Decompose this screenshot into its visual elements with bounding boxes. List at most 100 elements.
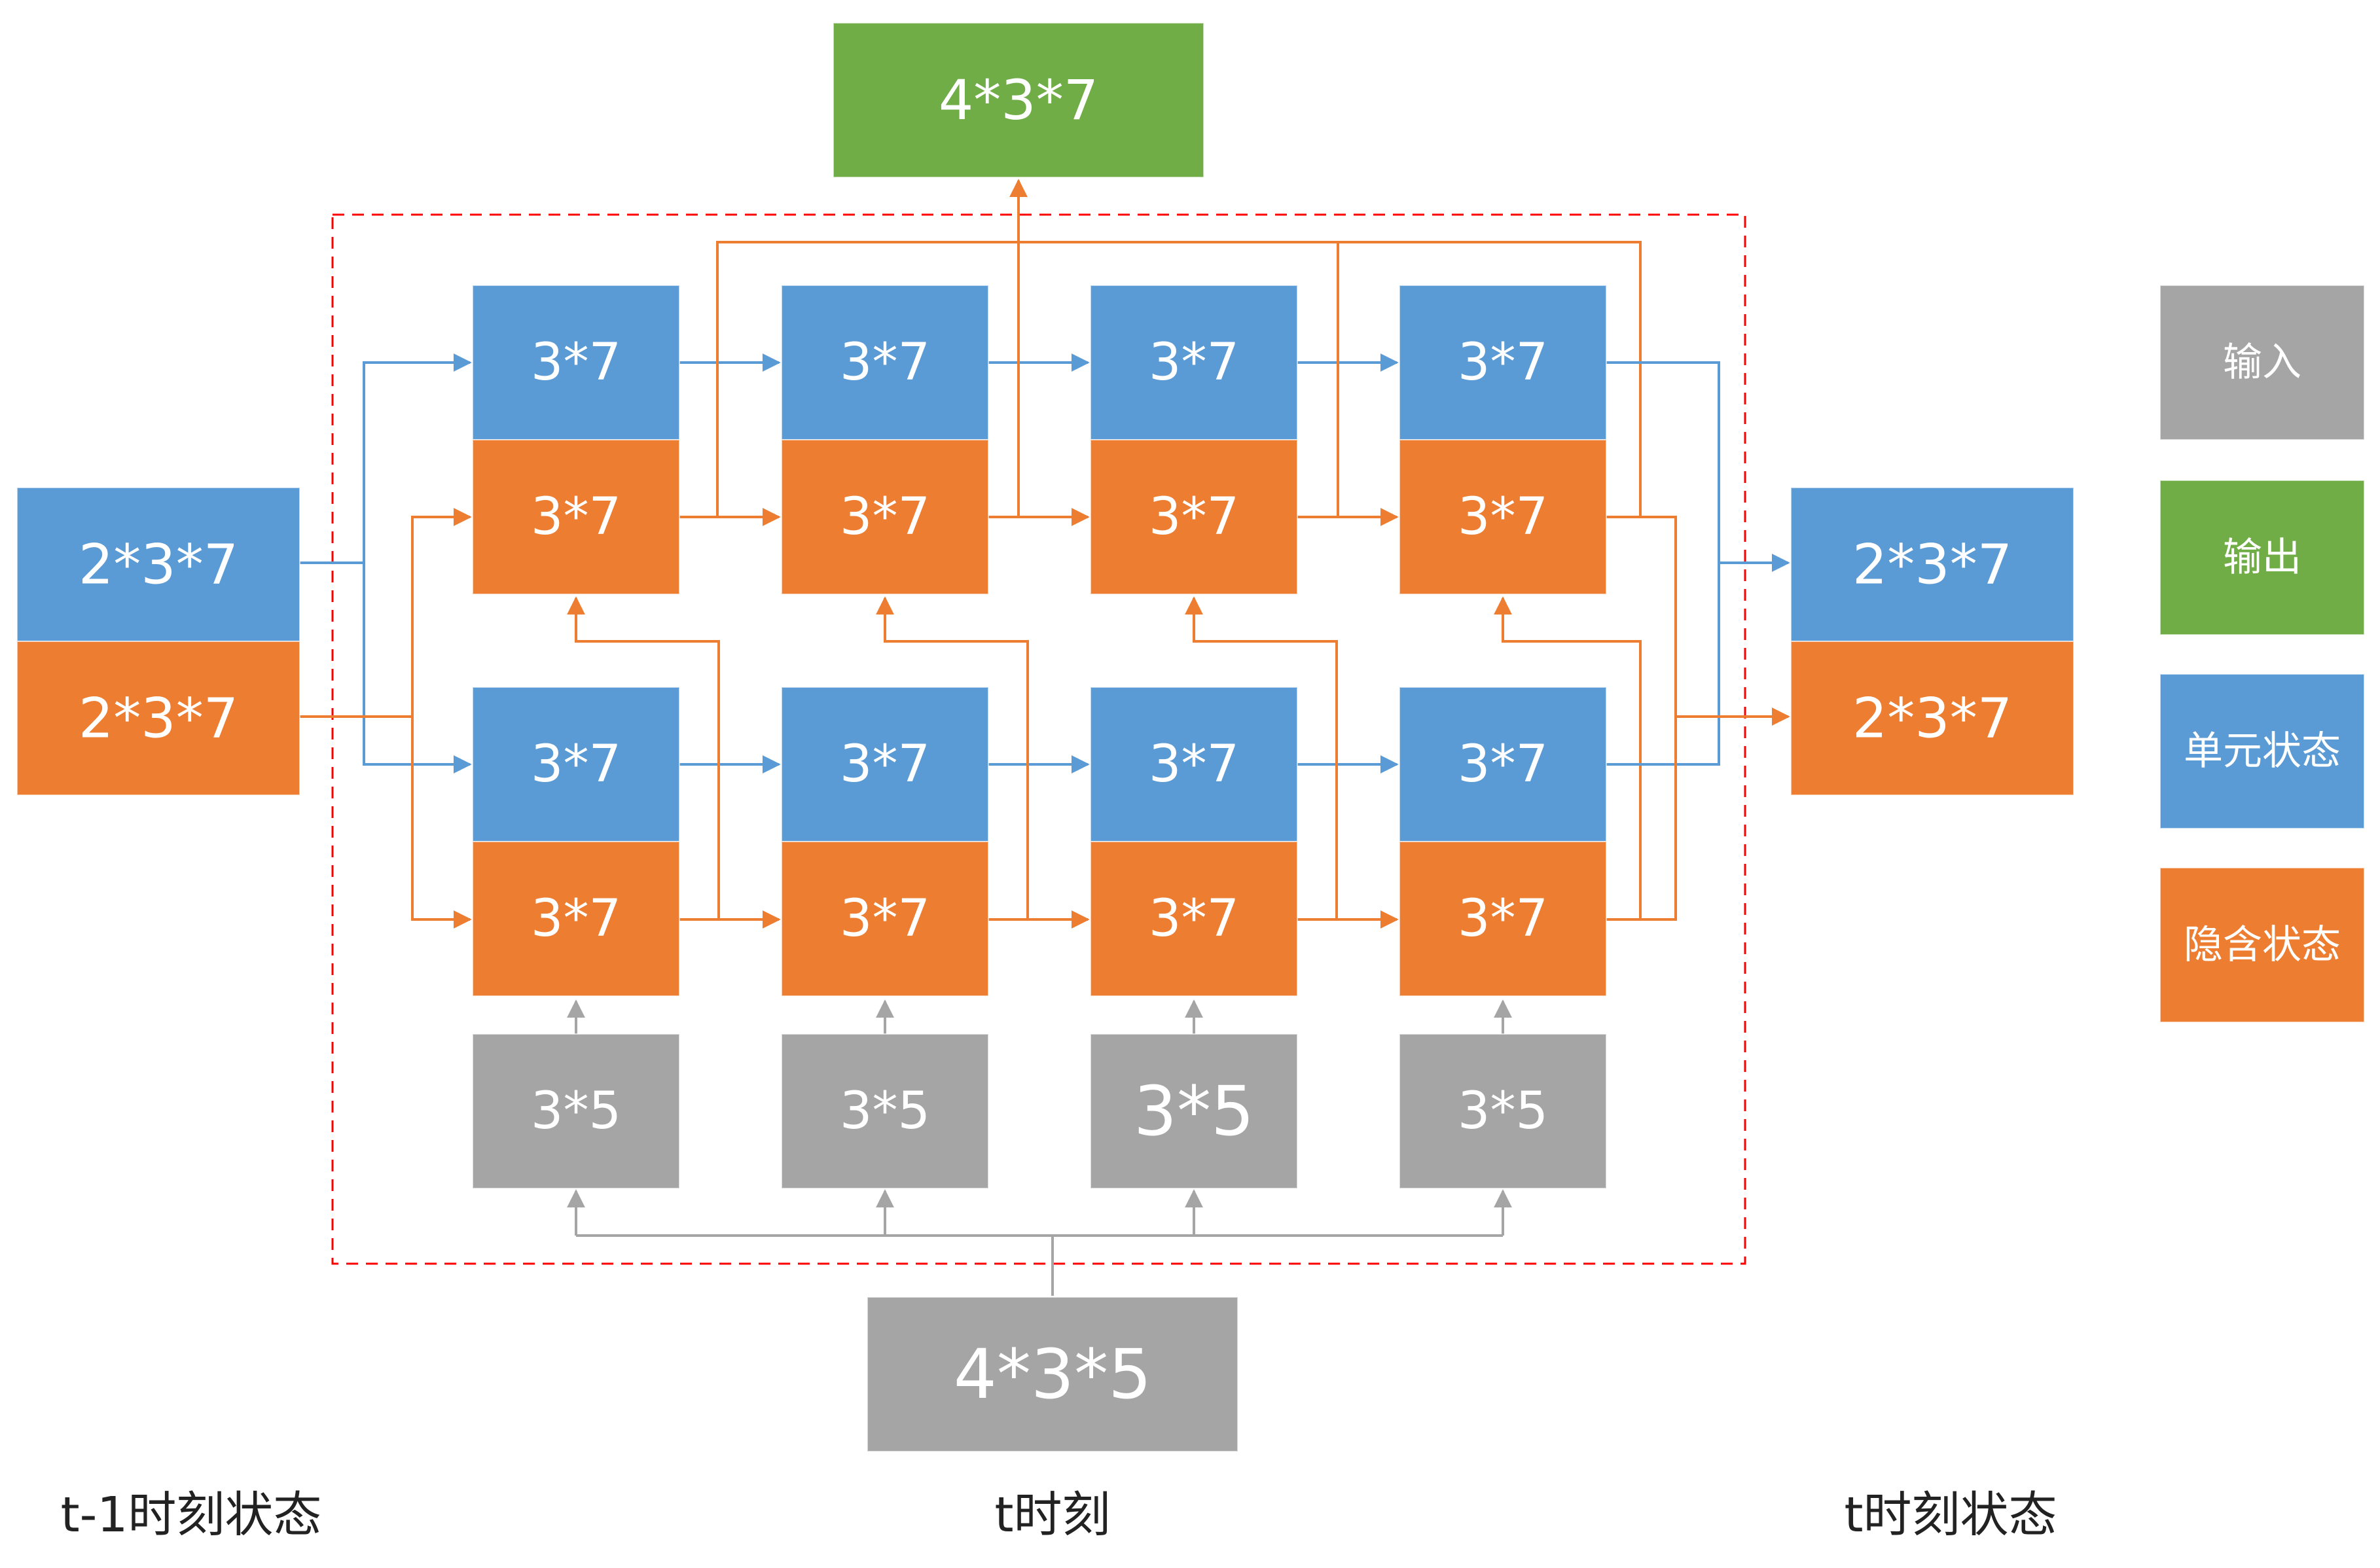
input-slice-1-label: 3*5 [840, 1082, 930, 1141]
l2-cell-0-label: 3*7 [531, 333, 621, 392]
caption-now: t时刻 [994, 1487, 1110, 1543]
l1-to-l2-2 [1185, 596, 1338, 919]
boxes: 4*3*7 4*3*5 2*3*7 2*3*7 2*3*7 2*3*7 3*7 3*7 3*7 3… [16, 22, 2074, 1452]
l1-hidden-1-label: 3*7 [840, 889, 930, 948]
input-slice-0-label: 3*5 [531, 1082, 621, 1141]
prev-hidden-box-rect [16, 641, 300, 796]
l2-hidden-0-rect [472, 439, 680, 595]
next-cell-box-rect [1790, 487, 2074, 642]
l1-hidden-3-rect [1399, 841, 1607, 997]
l1-hidden-2-label: 3*7 [1149, 889, 1239, 948]
input-slice-1-rect [781, 1033, 989, 1189]
prev-hidden-to-l1 [411, 717, 472, 929]
l2-hidden-1-label: 3*7 [840, 488, 930, 546]
legend-input-rect [2159, 285, 2365, 440]
l2-hidden-2-label: 3*7 [1149, 488, 1239, 546]
l1-cell-0-rect [472, 686, 680, 842]
l1-cell-1: 3*7 [781, 686, 989, 842]
l2-cell-1: 3*7 [781, 285, 989, 440]
l1-hidden-1: 3*7 [781, 841, 989, 997]
l2-hidden-0-label: 3*7 [531, 488, 621, 546]
input-slice-2-rect [1090, 1033, 1298, 1189]
legend-hidden-state: 隐含状态 [2159, 867, 2365, 1023]
l1-hidden-3: 3*7 [1399, 841, 1607, 997]
next-cell-box-label: 2*3*7 [1852, 533, 2012, 597]
l2-hidden-3: 3*7 [1399, 439, 1607, 595]
input-slice-0: 3*5 [472, 1033, 680, 1189]
l1-cell-3-rect [1399, 686, 1607, 842]
l1-cell-2-label: 3*7 [1149, 735, 1239, 794]
legend-output-rect [2159, 480, 2365, 635]
l1-cell-3-label: 3*7 [1458, 735, 1548, 794]
l1-cell-0-label: 3*7 [531, 735, 621, 794]
l2-hidden-2-rect [1090, 439, 1298, 595]
prev-cell-box-label: 2*3*7 [79, 533, 238, 597]
l2-hidden-3-rect [1399, 439, 1607, 595]
input-slice-3-rect [1399, 1033, 1607, 1189]
output-box-label: 4*3*7 [939, 68, 1098, 132]
output-box: 4*3*7 [833, 22, 1204, 178]
input-box: 4*3*5 [867, 1296, 1238, 1452]
input-box-rect [867, 1296, 1238, 1452]
legend-cell-state-rect [2159, 673, 2365, 829]
legend-input-label: 输入 [2223, 340, 2301, 385]
output-box-rect [833, 22, 1204, 178]
input-slice-2-label: 3*5 [1134, 1071, 1254, 1151]
legend-input: 输入 [2159, 285, 2365, 440]
l1-cell-3: 3*7 [1399, 686, 1607, 842]
input-slice-0-rect [472, 1033, 680, 1189]
l1-to-l2-0 [567, 596, 720, 919]
l2-cell-0-rect [472, 285, 680, 440]
caption-prev: t-1时刻状态 [61, 1487, 322, 1543]
l2-hidden-2: 3*7 [1090, 439, 1298, 595]
l1-cell-1-rect [781, 686, 989, 842]
l2-cell-3-rect [1399, 285, 1607, 440]
l1-hidden-3-label: 3*7 [1458, 889, 1548, 948]
l1-to-l2-3 [1494, 596, 1642, 919]
l1-hidden-2-rect [1090, 841, 1298, 997]
prev-cell-box: 2*3*7 [16, 487, 300, 642]
input-box-label: 4*3*5 [954, 1334, 1152, 1414]
l2-cell-2-label: 3*7 [1149, 333, 1239, 392]
input-slice-3-label: 3*5 [1458, 1082, 1548, 1141]
l1-to-l2-1 [876, 596, 1029, 919]
input-slice-3: 3*5 [1399, 1033, 1607, 1189]
prev-cell-to-l2 [300, 353, 472, 564]
l2-cell-3: 3*7 [1399, 285, 1607, 440]
connectors [300, 179, 1790, 1296]
l2-cell-3-label: 3*7 [1458, 333, 1548, 392]
l2-cell-to-next [1606, 361, 1790, 572]
caption-next: t时刻状态 [1844, 1487, 2057, 1543]
input-slice-2: 3*5 [1090, 1033, 1298, 1189]
l1-cell-to-next [1606, 563, 1720, 766]
legend-cell-state: 单元状态 [2159, 673, 2365, 829]
legend-output: 输出 [2159, 480, 2365, 635]
prev-cell-to-l1 [363, 563, 472, 774]
l2-cell-2-rect [1090, 285, 1298, 440]
legend-cell-state-label: 单元状态 [2184, 728, 2341, 774]
input-slice-1: 3*5 [781, 1033, 989, 1189]
prev-hidden-to-l2 [300, 508, 472, 718]
l2-hidden-1-rect [781, 439, 989, 595]
legend-hidden-state-rect [2159, 867, 2365, 1023]
prev-hidden-box-label: 2*3*7 [79, 686, 238, 751]
next-hidden-box-rect [1790, 641, 2074, 796]
l2-cell-1-label: 3*7 [840, 333, 930, 392]
l2-hidden-to-next [1606, 516, 1790, 726]
next-cell-box: 2*3*7 [1790, 487, 2074, 642]
cell-frame [331, 213, 1746, 1265]
l2-cell-0: 3*7 [472, 285, 680, 440]
l1-hidden-to-next [1606, 717, 1677, 921]
legend-hidden-state-label: 隐含状态 [2184, 922, 2341, 968]
next-hidden-box-label: 2*3*7 [1852, 686, 2012, 751]
l1-hidden-0-label: 3*7 [531, 889, 621, 948]
l2-hidden-3-label: 3*7 [1458, 488, 1548, 546]
l2-hidden-0: 3*7 [472, 439, 680, 595]
l1-cell-2: 3*7 [1090, 686, 1298, 842]
l2-hidden-1: 3*7 [781, 439, 989, 595]
l1-cell-0: 3*7 [472, 686, 680, 842]
legend-output-label: 输出 [2223, 535, 2301, 580]
l2-cell-2: 3*7 [1090, 285, 1298, 440]
